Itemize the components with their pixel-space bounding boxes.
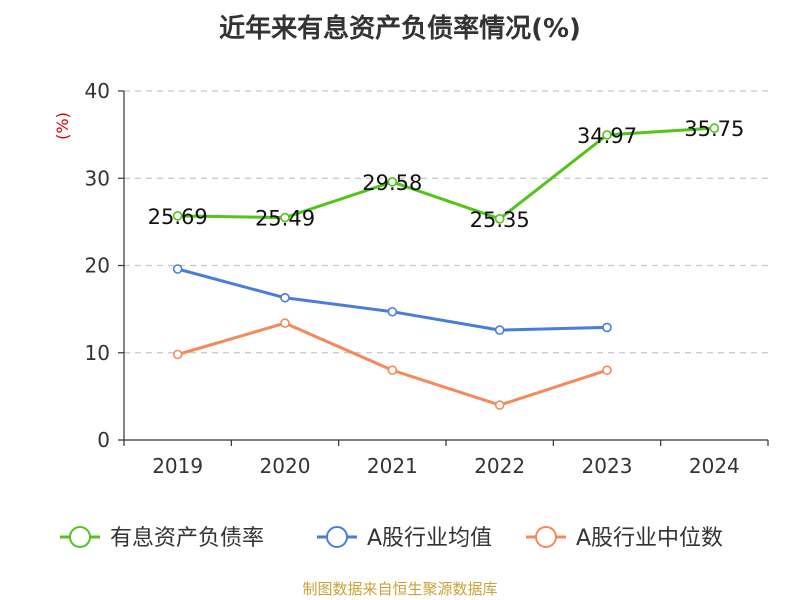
- source-note: 制图数据来自恒生聚源数据库: [302, 580, 498, 598]
- x-tick-label-2021: 2021: [367, 454, 418, 478]
- data-point-s1-2019: [172, 264, 183, 274]
- y-tick-label-20: 20: [85, 254, 110, 278]
- data-point-s2-2021: [387, 365, 398, 376]
- data-point-s2-2022: [494, 400, 505, 410]
- data-point-s0-2024: [709, 123, 720, 133]
- data-point-s2-2020: [280, 318, 290, 328]
- series-line-2: [177, 321, 608, 407]
- data-label-s0-2021: 29.58: [362, 171, 422, 195]
- y-tick-label-40: 40: [85, 79, 110, 103]
- data-point-s2-2023: [602, 365, 612, 376]
- data-point-s1-2023: [602, 322, 612, 333]
- legend-label-1: A股行业均值: [367, 526, 492, 551]
- y-unit-label: (%): [53, 112, 72, 140]
- legend-marker-1: [326, 526, 348, 548]
- data-labels: 25.69 25.49 29.58 25.35 34.97 35.75: [148, 117, 745, 232]
- legend-item-1: A股行业均值: [317, 526, 492, 551]
- x-tick-label-2024: 2024: [689, 454, 740, 478]
- data-point-s0-2023: [602, 130, 612, 140]
- data-point-s0-2020: [280, 212, 290, 223]
- x-tick-label-2020: 2020: [260, 454, 311, 478]
- y-tick-label-30: 30: [85, 166, 110, 190]
- grid-lines: [124, 90, 768, 354]
- data-point-s0-2022: [494, 214, 505, 224]
- x-tick-label-2019: 2019: [152, 454, 203, 478]
- x-tick-label-2023: 2023: [582, 454, 633, 478]
- legend-label-0: 有息资产负债率: [110, 526, 264, 551]
- data-point-s1-2020: [280, 292, 290, 303]
- data-point-s1-2021: [387, 306, 398, 317]
- legend-label-2: A股行业中位数: [576, 526, 723, 551]
- data-label-s0-2023: 34.97: [577, 124, 637, 148]
- data-label-s0-2019: 25.69: [148, 205, 208, 229]
- legend-item-2: A股行业中位数: [526, 526, 723, 551]
- legend-marker-0: [69, 526, 91, 548]
- x-tick-label-2022: 2022: [474, 454, 525, 478]
- data-label-s0-2020: 25.49: [255, 207, 315, 231]
- series-line-1: [177, 267, 608, 332]
- series-line-0: [177, 126, 715, 221]
- data-point-s2-2019: [172, 349, 183, 360]
- data-point-s1-2022: [494, 325, 505, 335]
- legend-marker-2: [535, 526, 557, 548]
- axes: 0 10 20 30 40 2019 2020 2021 2022 2023 2024: [85, 79, 769, 478]
- chart-title: 近年来有息资产负债率情况(%): [219, 14, 581, 44]
- y-tick-label-0: 0: [97, 428, 110, 452]
- data-point-s0-2019: [172, 211, 183, 221]
- legend: 有息资产负债率 A股行业均值 A股行业中位数: [60, 526, 723, 551]
- series: [172, 123, 720, 410]
- data-label-s0-2024: 35.75: [684, 117, 744, 141]
- legend-item-0: 有息资产负债率: [60, 526, 264, 551]
- data-label-s0-2022: 25.35: [470, 208, 530, 232]
- data-point-s0-2021: [387, 177, 398, 187]
- y-tick-label-10: 10: [85, 341, 110, 365]
